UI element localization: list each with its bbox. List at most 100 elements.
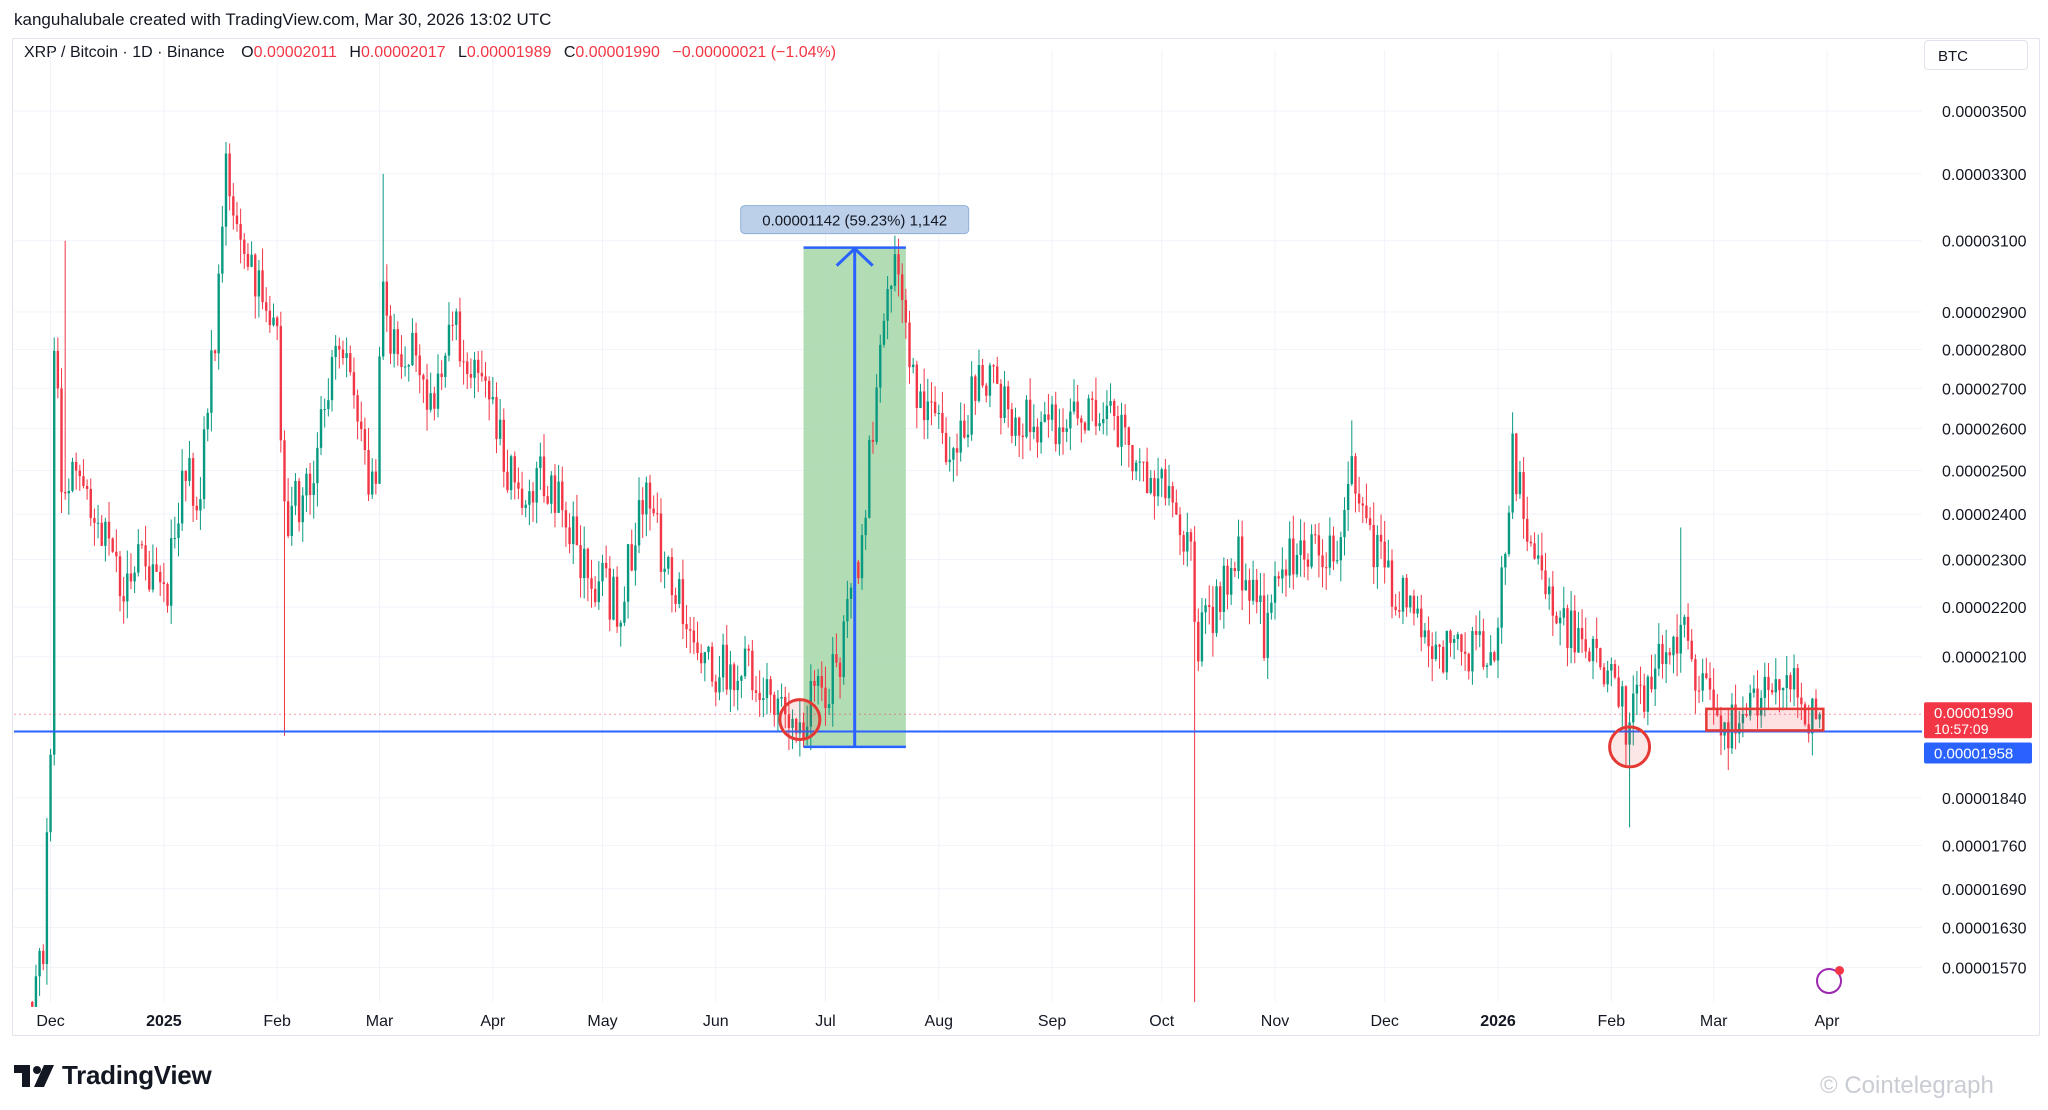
candle-body — [857, 561, 860, 579]
candle-body — [1175, 502, 1178, 515]
candle-body — [842, 621, 845, 678]
candle — [1098, 413, 1101, 432]
candle-body — [524, 504, 527, 508]
candle — [1109, 383, 1112, 414]
symbol-label[interactable]: XRP / Bitcoin · 1D · Binance — [24, 44, 225, 61]
candle-body — [1153, 478, 1156, 497]
candle-body — [667, 557, 670, 569]
candle-body — [1621, 686, 1624, 707]
candle-body — [1292, 538, 1295, 575]
candle — [1138, 448, 1141, 482]
candle-body — [38, 950, 41, 977]
candle-body — [619, 622, 622, 627]
candle — [1383, 520, 1386, 584]
candle-body — [1551, 586, 1555, 616]
candle — [1672, 635, 1675, 674]
candle — [1061, 408, 1065, 455]
candle-body — [418, 355, 421, 376]
candle-body — [1526, 518, 1529, 542]
candle-body — [1643, 685, 1646, 712]
candle-body — [1544, 570, 1547, 595]
candle-body — [1438, 644, 1441, 647]
candle — [583, 526, 586, 599]
candle — [1102, 402, 1105, 435]
candle-body — [897, 254, 900, 275]
candle-body — [1387, 560, 1390, 568]
boost-icon[interactable] — [1816, 966, 1844, 994]
support-price-tag: 0.00001958 — [1924, 742, 2032, 764]
candle — [773, 691, 776, 727]
candle — [217, 264, 220, 370]
candle — [1189, 528, 1193, 561]
candle — [1606, 660, 1609, 693]
candle — [791, 709, 794, 749]
candle — [1489, 635, 1492, 666]
x-tick-label: 2026 — [1480, 1013, 1516, 1030]
candle-body — [1281, 569, 1284, 579]
candle — [1233, 561, 1237, 578]
candle-body — [1602, 667, 1606, 685]
candle — [509, 454, 513, 500]
candle — [1767, 663, 1770, 709]
candle — [1134, 459, 1138, 481]
candle-body — [261, 270, 264, 303]
currency-button[interactable]: BTC — [1924, 40, 2028, 70]
current-price-tag-box — [1924, 702, 2032, 739]
candle-body — [517, 482, 520, 489]
candle-body — [1774, 679, 1777, 693]
candle — [524, 499, 527, 518]
x-tick-label: Mar — [366, 1013, 394, 1030]
candle-body — [1449, 630, 1452, 643]
candle-body — [67, 490, 71, 494]
y-tick-label: 0.00003300 — [1942, 167, 2027, 184]
candle — [440, 360, 443, 391]
candle — [871, 421, 875, 454]
candle-body — [634, 545, 637, 571]
candle — [1577, 611, 1580, 653]
candle-body — [217, 273, 220, 354]
ohlc-legend: XRP / Bitcoin · 1D · Binance O0.00002011… — [24, 44, 844, 62]
candle-body — [860, 535, 864, 579]
candle-body — [279, 326, 283, 441]
candle — [1215, 579, 1218, 637]
candle — [392, 313, 396, 368]
candle-body — [1474, 631, 1478, 635]
candle — [1588, 647, 1591, 663]
candle-body — [1401, 577, 1405, 612]
candle — [1219, 581, 1222, 621]
x-tick-label: May — [587, 1013, 617, 1030]
candle-body — [1683, 616, 1686, 625]
candle — [623, 586, 626, 626]
candle-body — [1167, 486, 1171, 499]
candle — [268, 295, 272, 333]
candle — [952, 446, 955, 482]
candle-body — [414, 332, 418, 356]
candle — [1339, 531, 1343, 582]
candle — [1617, 665, 1620, 709]
candle — [184, 470, 187, 502]
candle — [188, 440, 191, 487]
y-tick-label: 0.00002200 — [1942, 600, 2027, 617]
candle-body — [550, 475, 553, 504]
candle — [1653, 654, 1657, 707]
candle — [1441, 640, 1445, 674]
candle-body — [53, 350, 56, 755]
candle — [506, 449, 509, 493]
candle — [162, 562, 166, 603]
candle-body — [1277, 576, 1280, 579]
candle — [908, 310, 911, 384]
candle-body — [751, 650, 754, 691]
candle-body — [1792, 668, 1796, 690]
candle-body — [1759, 697, 1763, 716]
candle-body — [959, 420, 962, 453]
candle — [769, 675, 772, 713]
x-tick-label: Aug — [925, 1013, 953, 1030]
candle-body — [1818, 714, 1821, 720]
candle-body — [583, 548, 586, 579]
candle — [813, 670, 816, 702]
candle-body — [213, 350, 217, 354]
candle-body — [1434, 644, 1438, 659]
candle-body — [535, 468, 538, 503]
candle-body — [243, 239, 246, 254]
